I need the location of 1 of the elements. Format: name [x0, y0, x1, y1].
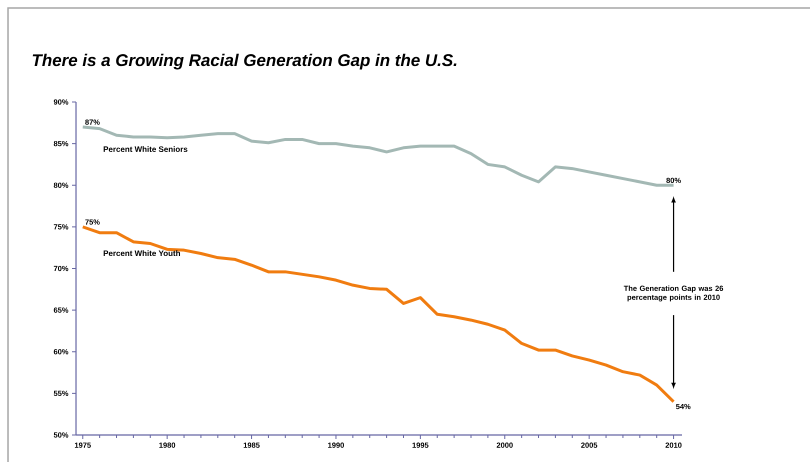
chart-title: There is a Growing Racial Generation Gap in the U.S. [32, 54, 456, 70]
